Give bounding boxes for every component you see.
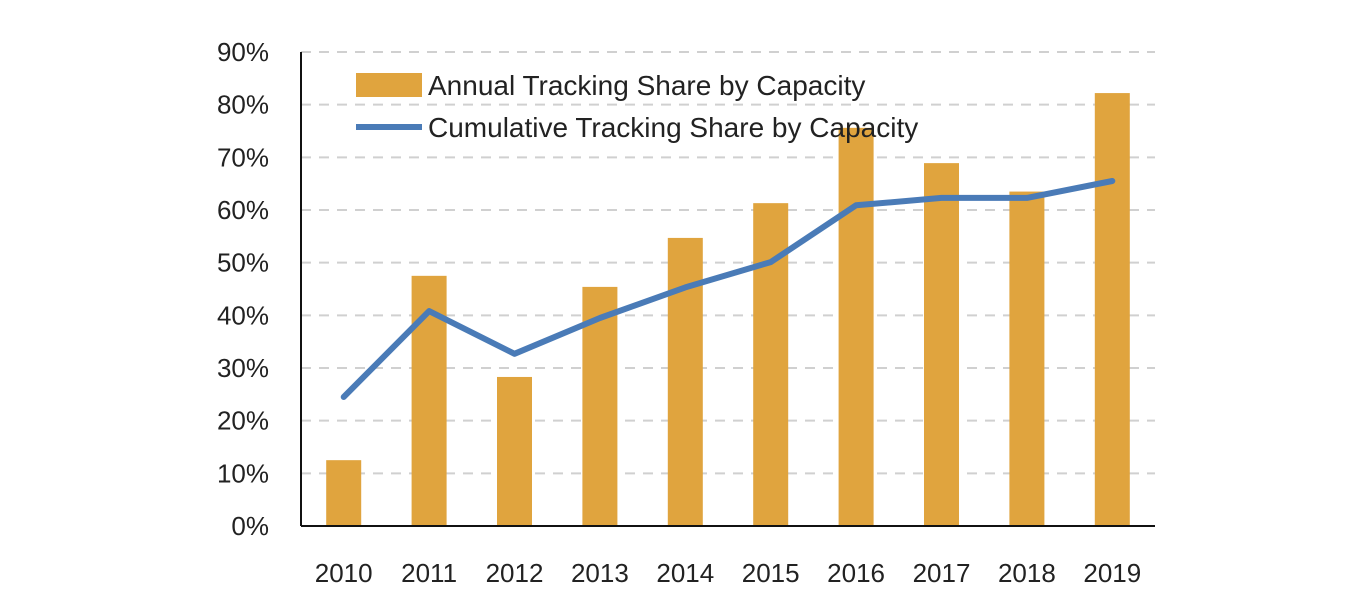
x-tick-label: 2011 bbox=[401, 558, 457, 588]
line-series bbox=[340, 178, 1116, 400]
bar-2017 bbox=[924, 163, 959, 527]
y-tick-label: 70% bbox=[217, 142, 269, 172]
x-tick-label: 2017 bbox=[913, 558, 971, 588]
y-tick-label: 30% bbox=[217, 353, 269, 383]
x-tick-label: 2013 bbox=[571, 558, 629, 588]
axes bbox=[300, 52, 1155, 527]
legend-label-cumulative: Cumulative Tracking Share by Capacity bbox=[428, 112, 918, 143]
y-tick-label: 60% bbox=[217, 195, 269, 225]
x-tick-label: 2010 bbox=[315, 558, 373, 588]
y-tick-label: 50% bbox=[217, 248, 269, 278]
legend: Annual Tracking Share by Capacity Cumula… bbox=[356, 70, 918, 143]
x-axis-ticks: 2010 2011 2012 2013 2014 2015 2016 2017 2018 2019 bbox=[315, 558, 1141, 588]
bar-2010 bbox=[326, 460, 362, 526]
legend-label-annual: Annual Tracking Share by Capacity bbox=[428, 70, 865, 101]
cumulative-line bbox=[340, 178, 1116, 400]
x-tick-label: 2014 bbox=[656, 558, 714, 588]
x-tick-label: 2015 bbox=[742, 558, 800, 588]
y-tick-label: 10% bbox=[217, 458, 269, 488]
bar-2016 bbox=[838, 127, 874, 526]
bar-2013 bbox=[582, 286, 618, 526]
x-tick-label: 2018 bbox=[998, 558, 1056, 588]
bar-2019 bbox=[1094, 93, 1130, 526]
y-tick-label: 90% bbox=[217, 37, 269, 67]
bar-2018 bbox=[1009, 191, 1045, 527]
bar-2012 bbox=[497, 376, 532, 526]
y-tick-label: 0% bbox=[231, 511, 269, 541]
y-axis-ticks: 0% 10% 20% 30% 40% 50% 60% 70% 80% 90% bbox=[217, 37, 269, 541]
y-tick-label: 40% bbox=[217, 300, 269, 330]
x-tick-label: 2012 bbox=[486, 558, 544, 588]
x-tick-label: 2019 bbox=[1083, 558, 1141, 588]
y-tick-label: 80% bbox=[217, 90, 269, 120]
legend-swatch-annual bbox=[356, 73, 422, 97]
x-tick-label: 2016 bbox=[827, 558, 885, 588]
y-tick-label: 20% bbox=[217, 406, 269, 436]
bar-series bbox=[326, 93, 1130, 527]
